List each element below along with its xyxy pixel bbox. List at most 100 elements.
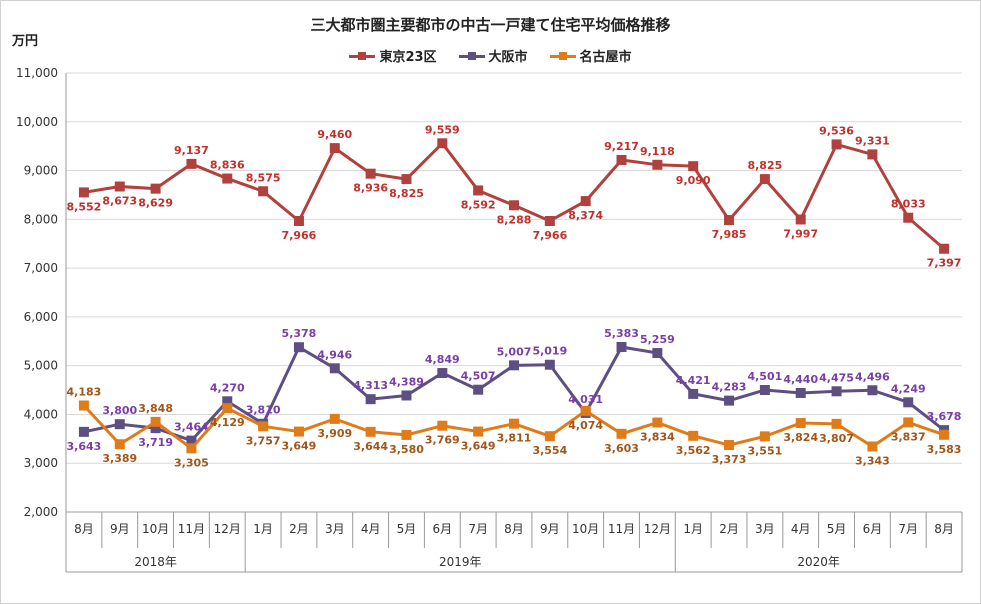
data-point <box>544 215 555 226</box>
data-label: 4,507 <box>461 370 496 383</box>
data-point <box>401 174 412 185</box>
data-point <box>795 214 806 225</box>
data-label: 7,985 <box>712 228 747 241</box>
data-label: 8,288 <box>497 213 532 226</box>
data-label: 7,397 <box>927 257 962 270</box>
data-point <box>616 154 627 165</box>
x-tick-label: 5月 <box>397 522 417 536</box>
data-label: 3,583 <box>927 443 962 456</box>
data-label: 5,383 <box>604 327 639 340</box>
data-label: 3,389 <box>102 452 137 465</box>
data-label: 3,719 <box>138 436 173 449</box>
data-point <box>759 174 770 185</box>
data-label: 3,810 <box>246 404 281 417</box>
data-point <box>724 395 735 406</box>
data-label: 3,643 <box>67 440 102 453</box>
data-point <box>903 212 914 223</box>
data-point <box>724 215 735 226</box>
data-label: 8,936 <box>353 182 388 195</box>
x-tick-label: 1月 <box>683 522 703 536</box>
legend-symbol-tokyo <box>349 51 376 61</box>
data-label: 3,769 <box>425 434 460 447</box>
data-point <box>365 168 376 179</box>
data-label: 3,800 <box>102 404 137 417</box>
data-label: 3,644 <box>353 440 388 453</box>
legend-label-tokyo: 東京23区 <box>379 50 437 65</box>
y-tick-label: 5,000 <box>24 359 58 373</box>
data-point <box>437 420 448 431</box>
x-tick-label: 4月 <box>361 522 381 536</box>
data-label: 8,552 <box>67 200 102 213</box>
data-label: 3,580 <box>389 443 424 456</box>
data-point <box>473 384 484 395</box>
data-point <box>78 426 89 437</box>
y-tick-label: 10,000 <box>16 115 58 129</box>
x-tick-label: 12月 <box>214 522 241 536</box>
data-point <box>186 435 197 446</box>
data-label: 9,090 <box>676 174 711 187</box>
data-label: 8,575 <box>246 171 281 184</box>
data-label: 3,551 <box>747 444 782 457</box>
legend-label-nagoya: 名古屋市 <box>579 50 632 65</box>
data-point <box>78 400 89 411</box>
data-point <box>903 417 914 428</box>
data-label: 4,283 <box>712 381 747 394</box>
data-point <box>78 187 89 198</box>
data-label: 4,031 <box>568 393 603 406</box>
data-point <box>150 416 161 427</box>
data-point <box>688 388 699 399</box>
data-label: 3,811 <box>497 432 532 445</box>
legend-symbol-nagoya <box>549 51 576 61</box>
y-tick-label: 3,000 <box>24 456 58 470</box>
data-point <box>831 386 842 397</box>
data-point <box>222 173 233 184</box>
data-point <box>831 139 842 150</box>
y-tick-label: 11,000 <box>16 66 58 80</box>
data-label: 5,019 <box>532 345 567 358</box>
data-label: 4,946 <box>317 348 352 361</box>
data-label: 3,909 <box>317 427 352 440</box>
x-tick-label: 2月 <box>289 522 309 536</box>
data-label: 5,259 <box>640 333 675 346</box>
data-label: 8,374 <box>568 209 603 222</box>
x-tick-label: 8月 <box>504 522 524 536</box>
data-point <box>186 443 197 454</box>
data-point <box>831 418 842 429</box>
data-label: 8,836 <box>210 159 245 172</box>
data-point <box>114 419 125 430</box>
year-label: 2018年 <box>134 555 177 569</box>
data-label: 4,313 <box>353 379 388 392</box>
data-label: 3,848 <box>138 402 173 415</box>
x-tick-label: 2月 <box>719 522 739 536</box>
data-label: 3,305 <box>174 456 209 469</box>
data-label: 9,331 <box>855 134 890 147</box>
x-tick-label: 4月 <box>791 522 811 536</box>
data-point <box>186 158 197 169</box>
data-point <box>509 418 519 429</box>
y-tick-label: 9,000 <box>24 164 58 178</box>
data-label: 3,343 <box>855 454 890 467</box>
data-label: 4,270 <box>210 381 245 394</box>
data-label: 8,825 <box>389 187 424 200</box>
x-tick-label: 10月 <box>142 522 169 536</box>
legend: 東京23区 大阪市 名古屋市 <box>0 46 981 65</box>
data-label: 9,118 <box>640 145 675 158</box>
data-label: 5,007 <box>497 345 532 358</box>
data-label: 3,837 <box>891 430 926 443</box>
x-tick-label: 5月 <box>827 522 847 536</box>
data-point <box>759 431 770 442</box>
data-point <box>365 394 376 405</box>
data-label: 4,421 <box>676 374 711 387</box>
data-label: 8,592 <box>461 198 496 211</box>
data-label: 3,464 <box>174 421 209 434</box>
year-label: 2020年 <box>797 555 840 569</box>
data-label: 8,673 <box>102 195 137 208</box>
x-tick-label: 10月 <box>572 522 599 536</box>
data-point <box>365 426 376 437</box>
data-point <box>401 390 412 401</box>
x-tick-label: 12月 <box>644 522 671 536</box>
data-label: 3,649 <box>461 440 496 453</box>
data-label: 4,501 <box>747 370 782 383</box>
data-label: 3,649 <box>282 440 317 453</box>
data-point <box>544 431 555 442</box>
